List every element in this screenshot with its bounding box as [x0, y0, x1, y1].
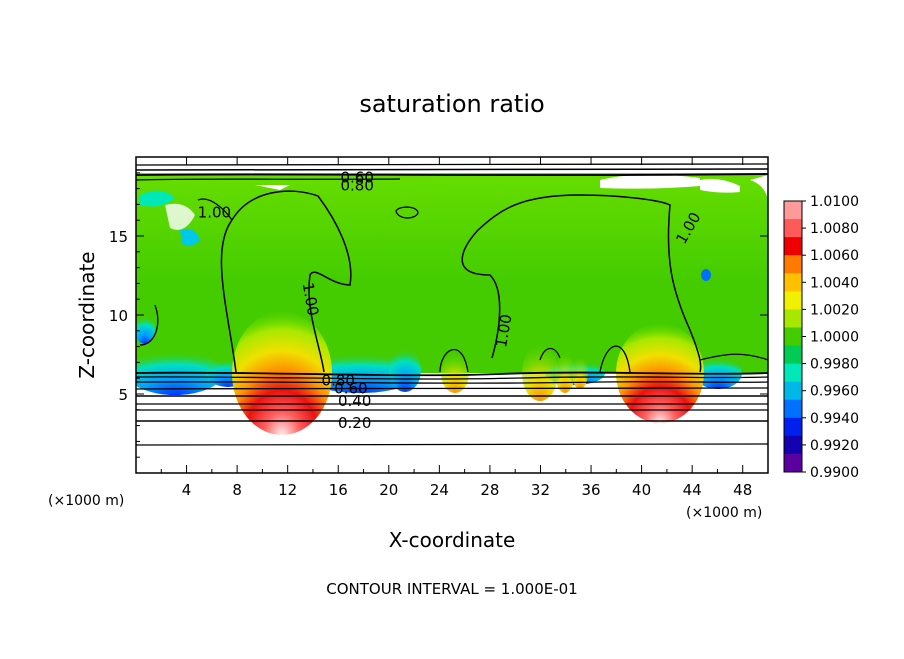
y-tick-label: 15 [109, 228, 128, 246]
x-tick-label: 28 [480, 481, 499, 499]
colorbar-label: 1.0100 [810, 194, 859, 210]
x-tick-label: 4 [182, 481, 192, 499]
x-tick-label: 44 [683, 481, 702, 499]
x-tick-label: 32 [531, 481, 550, 499]
contour-line [136, 174, 768, 175]
colorbar-label: 1.0040 [810, 275, 859, 291]
colorbar-swatch [784, 219, 802, 238]
colorbar-label: 0.9960 [810, 384, 859, 400]
contour-line [136, 396, 768, 397]
contour-label: 1.00 [198, 203, 231, 221]
x-tick-label: 48 [733, 481, 752, 499]
contour-line [136, 169, 768, 170]
chart-title: saturation ratio [359, 90, 544, 118]
colorbar-label: 1.0080 [810, 221, 859, 237]
contour-label: 0.80 [340, 176, 373, 194]
x-tick-label: 20 [379, 481, 398, 499]
x-unit-left: (×1000 m) [48, 493, 124, 509]
colorbar-swatch [784, 201, 802, 220]
colorbar-swatch [784, 454, 802, 473]
x-unit-right: (×1000 m) [686, 505, 762, 521]
y-tick-label: 10 [109, 307, 128, 325]
colorbar-swatch [784, 346, 802, 365]
x-tick-label: 36 [581, 481, 600, 499]
colorbar-label: 0.9980 [810, 357, 859, 373]
contour-line [136, 410, 768, 411]
colorbar-swatch [784, 418, 802, 437]
colorbar-label: 0.9900 [810, 465, 859, 481]
x-tick-label: 12 [278, 481, 297, 499]
colorbar-swatch [784, 273, 802, 292]
x-tick-label: 16 [329, 481, 348, 499]
x-axis-label: X-coordinate [389, 528, 516, 552]
colorbar-swatch [784, 400, 802, 419]
colorbar-label: 0.9920 [810, 438, 859, 454]
colorbar-swatch [784, 436, 802, 455]
contour-interval-text: CONTOUR INTERVAL = 1.000E-01 [326, 580, 577, 598]
contour-line [136, 404, 768, 405]
colorbar-swatch [784, 255, 802, 274]
colorbar-label: 1.0060 [810, 248, 859, 264]
y-tick-label: 5 [118, 386, 128, 404]
colorbar-swatch [784, 237, 802, 256]
contour-label: 0.40 [338, 392, 371, 410]
contour-label: 0.20 [338, 414, 371, 432]
colorbar-label: 1.0000 [810, 330, 859, 346]
x-tick-label: 24 [430, 481, 449, 499]
x-tick-label: 40 [632, 481, 651, 499]
colorbar-swatch [784, 327, 802, 346]
colorbar-swatch [784, 364, 802, 383]
colorbar-swatch [784, 291, 802, 310]
colorbar-label: 1.0020 [810, 302, 859, 318]
colorbar-swatch [784, 309, 802, 328]
colorbar-swatch [784, 382, 802, 401]
colorbar-label: 0.9940 [810, 411, 859, 427]
x-tick-label: 8 [232, 481, 242, 499]
colorbar: 1.0100 1.0080 1.0060 1.0040 1.0020 1.0000 0.99… [784, 194, 859, 481]
y-axis-label: Z-coordinate [75, 251, 99, 378]
